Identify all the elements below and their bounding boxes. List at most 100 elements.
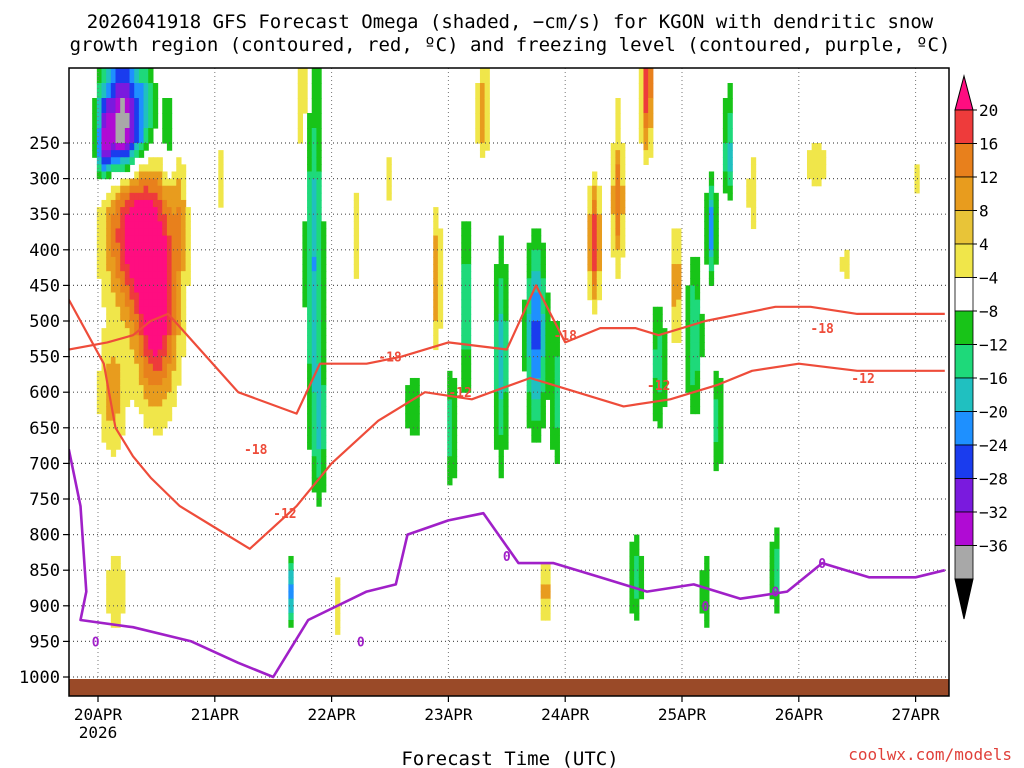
omega-cell [138, 221, 145, 230]
omega-cell [115, 221, 121, 230]
omega-cell [134, 313, 140, 322]
omega-cell [321, 442, 327, 450]
omega-cell [96, 207, 103, 215]
omega-cell [157, 221, 163, 230]
omega-cell [321, 399, 327, 408]
omega-cell [307, 157, 313, 165]
omega-cell [148, 299, 154, 308]
omega-cell [526, 342, 532, 351]
omega-cell [138, 150, 145, 158]
omega-cell [106, 406, 112, 415]
omega-cell [162, 228, 168, 237]
omega-cell [484, 113, 490, 129]
omega-cell [662, 335, 668, 343]
omega-cell [152, 377, 159, 386]
omega-cell [484, 68, 490, 84]
omega-cell [297, 68, 303, 84]
omega-cell [461, 356, 467, 365]
omega-cell [465, 271, 472, 279]
omega-cell [134, 98, 140, 114]
omega-cell [503, 264, 509, 272]
omega-cell [166, 128, 173, 144]
colorbar-label: 20 [979, 101, 998, 120]
omega-cell [96, 256, 103, 265]
omega-cell [774, 584, 780, 593]
omega-cell [671, 278, 677, 286]
omega-cell [685, 385, 691, 393]
omega-cell [138, 306, 145, 315]
omega-cell [152, 399, 159, 408]
omega-cell [713, 256, 719, 265]
omega-cell [152, 264, 159, 272]
omega-cell [615, 242, 621, 251]
omega-cell [307, 363, 313, 372]
omega-cell [540, 256, 546, 265]
omega-cell [493, 442, 500, 450]
omega-cell [316, 449, 322, 457]
omega-cell [185, 221, 191, 230]
omega-cell [143, 199, 149, 208]
omega-cell [447, 399, 453, 408]
omega-cell [643, 150, 649, 158]
omega-cell [162, 207, 168, 215]
omega-cell [531, 256, 537, 265]
omega-cell [311, 392, 318, 400]
omega-cell [148, 349, 154, 358]
omega-cell [138, 143, 145, 151]
omega-cell [536, 256, 542, 265]
omega-cell [708, 192, 715, 201]
omega-cell [685, 335, 691, 343]
colorbar-label: −32 [979, 503, 1008, 522]
omega-cell [629, 570, 635, 578]
omega-cell [596, 228, 603, 237]
omega-cell [166, 256, 173, 265]
omega-cell [316, 185, 322, 194]
omega-cell [596, 256, 603, 265]
omega-cell [110, 605, 117, 614]
omega-cell [115, 228, 121, 237]
omega-cell [143, 113, 149, 129]
y-tick-label: 800 [29, 526, 60, 546]
omega-cell [750, 214, 757, 222]
omega-cell [148, 128, 154, 144]
omega-cell [652, 356, 659, 365]
omega-cell [124, 178, 131, 187]
omega-cell [138, 242, 145, 251]
omega-cell [110, 249, 117, 258]
omega-cell [592, 271, 598, 279]
omega-cell [414, 377, 420, 386]
omega-cell [180, 199, 187, 208]
colorbar-label: 12 [979, 168, 998, 187]
omega-cell [120, 363, 126, 372]
omega-cell [615, 150, 621, 158]
omega-cell [152, 178, 159, 187]
omega-cell [321, 285, 327, 294]
omega-cell [311, 349, 318, 358]
omega-cell [166, 356, 173, 365]
omega-cell [316, 271, 322, 279]
omega-cell [138, 285, 145, 294]
omega-cell [437, 228, 444, 237]
omega-cell [634, 570, 640, 578]
omega-cell [134, 235, 140, 244]
omega-cell [124, 83, 131, 99]
x-tick-label: 27APR [892, 705, 941, 724]
omega-cell [526, 335, 532, 343]
omega-cell [115, 563, 121, 571]
omega-cell [690, 278, 696, 286]
omega-cell [685, 342, 691, 351]
omega-cell [493, 392, 500, 400]
omega-cell [713, 377, 719, 386]
omega-cell [120, 377, 126, 386]
omega-cell [143, 264, 149, 272]
omega-cell [493, 385, 500, 393]
omega-cell [152, 392, 159, 400]
omega-cell [311, 249, 318, 258]
omega-cell [134, 192, 140, 201]
omega-cell [353, 235, 360, 244]
omega-cell [110, 591, 117, 600]
omega-cell [708, 242, 715, 251]
omega-cell [620, 171, 626, 180]
omega-cell [662, 377, 668, 386]
omega-cell [171, 328, 177, 336]
